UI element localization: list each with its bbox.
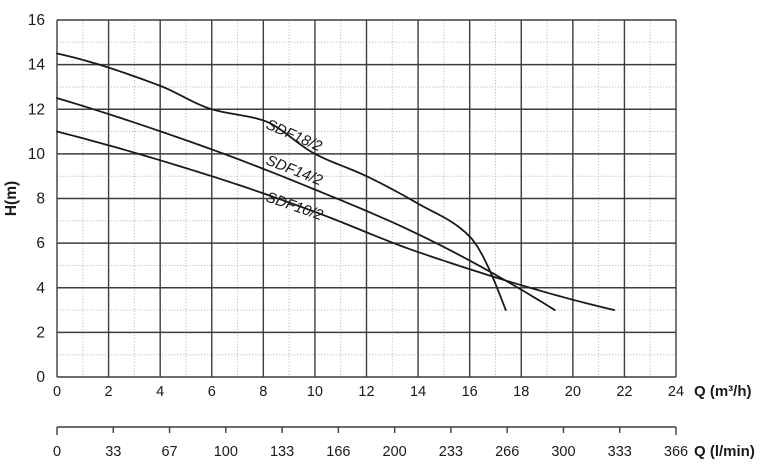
svg-text:0: 0 — [36, 369, 45, 386]
svg-text:8: 8 — [259, 384, 267, 400]
svg-text:SDF10/2: SDF10/2 — [264, 189, 326, 225]
svg-text:2: 2 — [105, 384, 113, 400]
svg-text:8: 8 — [36, 191, 45, 208]
svg-text:12: 12 — [28, 101, 45, 118]
svg-text:100: 100 — [214, 444, 238, 460]
svg-text:10: 10 — [28, 146, 46, 163]
svg-text:24: 24 — [668, 384, 684, 400]
svg-text:20: 20 — [565, 384, 581, 400]
svg-text:Q (m³/h): Q (m³/h) — [694, 383, 752, 400]
svg-text:33: 33 — [105, 444, 121, 460]
svg-text:16: 16 — [462, 384, 478, 400]
svg-text:4: 4 — [156, 384, 164, 400]
svg-text:2: 2 — [36, 324, 45, 341]
svg-text:166: 166 — [326, 444, 350, 460]
svg-text:16: 16 — [28, 12, 45, 29]
svg-text:4: 4 — [36, 280, 45, 297]
svg-text:12: 12 — [358, 384, 374, 400]
svg-text:133: 133 — [270, 444, 294, 460]
svg-text:266: 266 — [495, 444, 519, 460]
svg-text:H(m): H(m) — [3, 181, 20, 216]
svg-text:67: 67 — [161, 444, 177, 460]
svg-text:366: 366 — [664, 444, 688, 460]
svg-text:SDF14/2: SDF14/2 — [264, 152, 326, 190]
svg-text:200: 200 — [383, 444, 407, 460]
svg-text:0: 0 — [53, 384, 61, 400]
svg-text:14: 14 — [410, 384, 426, 400]
svg-text:14: 14 — [28, 57, 46, 74]
svg-text:333: 333 — [608, 444, 632, 460]
svg-text:6: 6 — [36, 235, 45, 252]
svg-text:233: 233 — [439, 444, 463, 460]
svg-text:300: 300 — [551, 444, 575, 460]
svg-text:Q (l/min): Q (l/min) — [694, 443, 755, 460]
svg-text:6: 6 — [208, 384, 216, 400]
svg-text:10: 10 — [307, 384, 323, 400]
svg-text:18: 18 — [513, 384, 529, 400]
svg-text:22: 22 — [616, 384, 632, 400]
svg-text:0: 0 — [53, 444, 61, 460]
svg-text:SDF18/2: SDF18/2 — [263, 116, 325, 155]
